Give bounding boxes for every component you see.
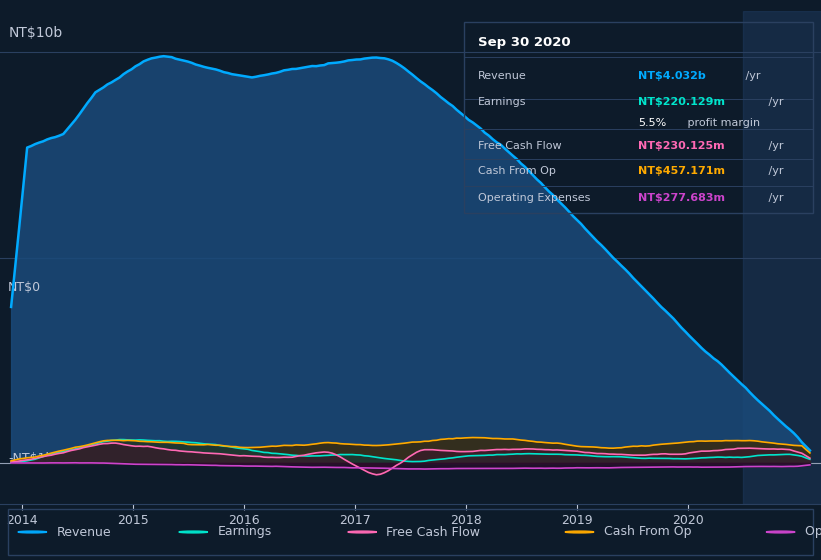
Circle shape <box>565 531 594 533</box>
Text: Revenue: Revenue <box>57 525 111 539</box>
Text: /yr: /yr <box>765 97 783 108</box>
Text: Free Cash Flow: Free Cash Flow <box>387 525 480 539</box>
Text: Sep 30 2020: Sep 30 2020 <box>478 36 571 49</box>
Text: /yr: /yr <box>742 71 760 81</box>
Text: NT$10b: NT$10b <box>8 26 62 40</box>
Text: Cash From Op: Cash From Op <box>478 166 556 176</box>
Text: -NT$1b: -NT$1b <box>8 451 53 465</box>
Text: Earnings: Earnings <box>478 97 526 108</box>
Circle shape <box>179 531 208 533</box>
Text: profit margin: profit margin <box>685 118 760 128</box>
Text: Operating Expenses: Operating Expenses <box>478 193 590 203</box>
Text: /yr: /yr <box>765 141 783 151</box>
Text: NT$457.171m: NT$457.171m <box>639 166 725 176</box>
Circle shape <box>18 531 47 533</box>
Text: Cash From Op: Cash From Op <box>603 525 691 539</box>
Text: NT$230.125m: NT$230.125m <box>639 141 725 151</box>
Circle shape <box>766 531 795 533</box>
Bar <box>743 11 821 504</box>
Text: 5.5%: 5.5% <box>639 118 667 128</box>
Text: NT$220.129m: NT$220.129m <box>639 97 725 108</box>
Text: /yr: /yr <box>765 166 783 176</box>
Text: Earnings: Earnings <box>218 525 272 539</box>
Circle shape <box>348 531 377 533</box>
Text: NT$277.683m: NT$277.683m <box>639 193 725 203</box>
Text: Free Cash Flow: Free Cash Flow <box>478 141 562 151</box>
Text: /yr: /yr <box>765 193 783 203</box>
Text: NT$0: NT$0 <box>8 281 41 293</box>
Text: Operating Expenses: Operating Expenses <box>805 525 821 539</box>
Text: NT$4.032b: NT$4.032b <box>639 71 706 81</box>
Text: Revenue: Revenue <box>478 71 526 81</box>
